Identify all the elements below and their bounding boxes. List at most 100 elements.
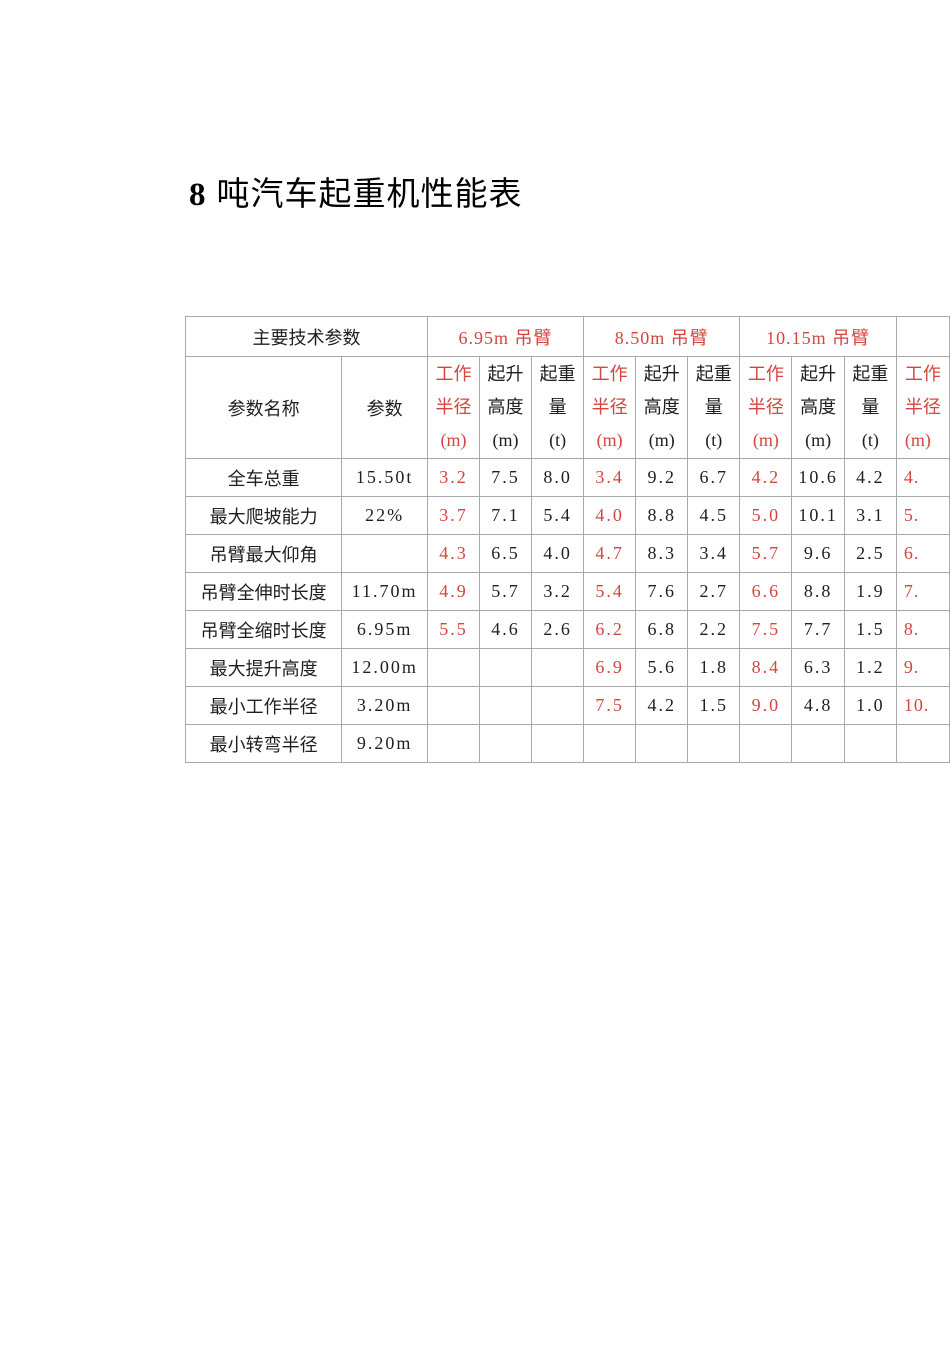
subheader-line: 工作	[747, 364, 784, 384]
subheader-line: 半径	[435, 397, 472, 417]
data-cell: 9.	[895, 648, 950, 687]
data-cell: 4.6	[478, 610, 533, 649]
subheader-line: 量	[861, 397, 880, 417]
param-value	[341, 534, 428, 573]
subheader-line: 高度	[643, 397, 680, 417]
subheader-lifting-capacity: 起重 量 (t)	[687, 356, 741, 459]
data-cell: 2.5	[843, 534, 897, 573]
data-cell: 8.4	[739, 648, 793, 687]
table-row: 吊臂全伸时长度 11.70m 4.9 5.7 3.2 5.4 7.6 2.7 6.6 8.8 1.9…	[184, 572, 950, 611]
table-row: 最小转弯半径 9.20m	[184, 724, 950, 763]
subheader-line: 高度	[800, 397, 837, 417]
data-cell: 7.5	[739, 610, 793, 649]
data-cell: 5.4	[583, 572, 637, 611]
subheader-line: 半径	[747, 397, 784, 417]
data-cell: 8.	[895, 610, 950, 649]
subheader-line: 高度	[487, 397, 524, 417]
subheader-line: (m)	[752, 430, 779, 450]
subheader-line: (t)	[549, 430, 567, 450]
subheader-line: 起重	[852, 364, 889, 384]
data-cell: 1.8	[687, 648, 741, 687]
subheader-line: (m)	[440, 430, 467, 450]
data-cell: 3.4	[583, 458, 637, 497]
data-cell: 5.5	[426, 610, 480, 649]
table-row: 最大爬坡能力 22% 3.7 7.1 5.4 4.0 8.8 4.5 5.0 10.1 3.1 5.	[184, 496, 950, 535]
data-cell: 4.9	[426, 572, 480, 611]
subheader-working-radius: 工作 半径 (m)	[583, 356, 637, 459]
page-title-number: 8	[189, 177, 206, 213]
param-value: 12.00m	[341, 648, 428, 687]
data-cell	[478, 724, 533, 763]
row-label: 吊臂全缩时长度	[184, 610, 343, 649]
subheader-line: 工作	[904, 364, 941, 384]
data-cell: 4.0	[531, 534, 585, 573]
param-value: 3.20m	[341, 686, 428, 725]
subheader-line: 起重	[539, 364, 576, 384]
data-cell: 1.5	[687, 686, 741, 725]
data-cell: 10.6	[791, 458, 845, 497]
subheader-line: (t)	[861, 430, 879, 450]
subheader-line: 工作	[591, 364, 628, 384]
table-body: 全车总重 15.50t 3.2 7.5 8.0 3.4 9.2 6.7 4.2 10.6 4.2 4.…	[184, 458, 950, 763]
subheader-line: 半径	[904, 397, 941, 417]
performance-table: 主要技术参数 6.95m 吊臂 8.50m 吊臂 10.15m 吊臂 参数名称 …	[184, 316, 950, 763]
row-label: 吊臂最大仰角	[184, 534, 343, 573]
subheader-line: 半径	[591, 397, 628, 417]
subheader-working-radius: 工作 半径 (m)	[739, 356, 793, 459]
subheader-lifting-height: 起升 高度 (m)	[791, 356, 845, 459]
data-cell: 9.2	[635, 458, 689, 497]
data-cell: 5.0	[739, 496, 793, 535]
data-cell: 6.9	[583, 648, 637, 687]
subheader-lifting-height: 起升 高度 (m)	[635, 356, 689, 459]
data-cell: 5.7	[739, 534, 793, 573]
data-cell: 9.0	[739, 686, 793, 725]
data-cell: 6.5	[478, 534, 533, 573]
data-cell	[531, 686, 585, 725]
subheader-line: 起升	[487, 364, 524, 384]
table-row: 吊臂最大仰角 4.3 6.5 4.0 4.7 8.3 3.4 5.7 9.6 2.5 6.	[184, 534, 950, 573]
data-cell	[583, 724, 637, 763]
data-cell: 4.2	[739, 458, 793, 497]
data-cell	[426, 724, 480, 763]
data-cell: 1.2	[843, 648, 897, 687]
data-cell	[426, 648, 480, 687]
data-cell: 10.	[895, 686, 950, 725]
data-cell: 4.	[895, 458, 950, 497]
data-cell	[478, 648, 533, 687]
data-cell: 1.9	[843, 572, 897, 611]
data-cell: 7.	[895, 572, 950, 611]
data-cell	[895, 724, 950, 763]
page-title-text: 吨汽车起重机性能表	[216, 177, 523, 213]
row-label: 吊臂全伸时长度	[184, 572, 343, 611]
data-cell	[531, 648, 585, 687]
header-boom-8-50: 8.50m 吊臂	[583, 316, 741, 357]
subheader-line: (t)	[705, 430, 723, 450]
header-boom-6-95: 6.95m 吊臂	[426, 316, 585, 357]
data-cell: 1.0	[843, 686, 897, 725]
data-cell: 2.2	[687, 610, 741, 649]
data-cell: 5.7	[478, 572, 533, 611]
row-label: 全车总重	[184, 458, 343, 497]
param-value: 22%	[341, 496, 428, 535]
data-cell: 3.2	[531, 572, 585, 611]
data-cell	[843, 724, 897, 763]
subheader-working-radius: 工作 半径 (m)	[426, 356, 480, 459]
data-cell: 8.8	[635, 496, 689, 535]
page-title: 8 吨汽车起重机性能表	[189, 167, 523, 215]
data-cell: 4.3	[426, 534, 480, 573]
data-cell: 5.4	[531, 496, 585, 535]
data-cell: 4.5	[687, 496, 741, 535]
subheader-line: 工作	[435, 364, 472, 384]
data-cell	[635, 724, 689, 763]
data-cell: 7.5	[478, 458, 533, 497]
subheader-line: (m)	[805, 430, 832, 450]
data-cell	[739, 724, 793, 763]
subheader-line: 量	[704, 397, 723, 417]
subheader-line: 起重	[695, 364, 732, 384]
data-cell: 2.7	[687, 572, 741, 611]
subheader-line: (m)	[596, 430, 623, 450]
table-row: 全车总重 15.50t 3.2 7.5 8.0 3.4 9.2 6.7 4.2 10.6 4.2 4.	[184, 458, 950, 497]
subheader-lifting-capacity: 起重 量 (t)	[843, 356, 897, 459]
data-cell: 3.4	[687, 534, 741, 573]
subheader-line: 量	[548, 397, 567, 417]
